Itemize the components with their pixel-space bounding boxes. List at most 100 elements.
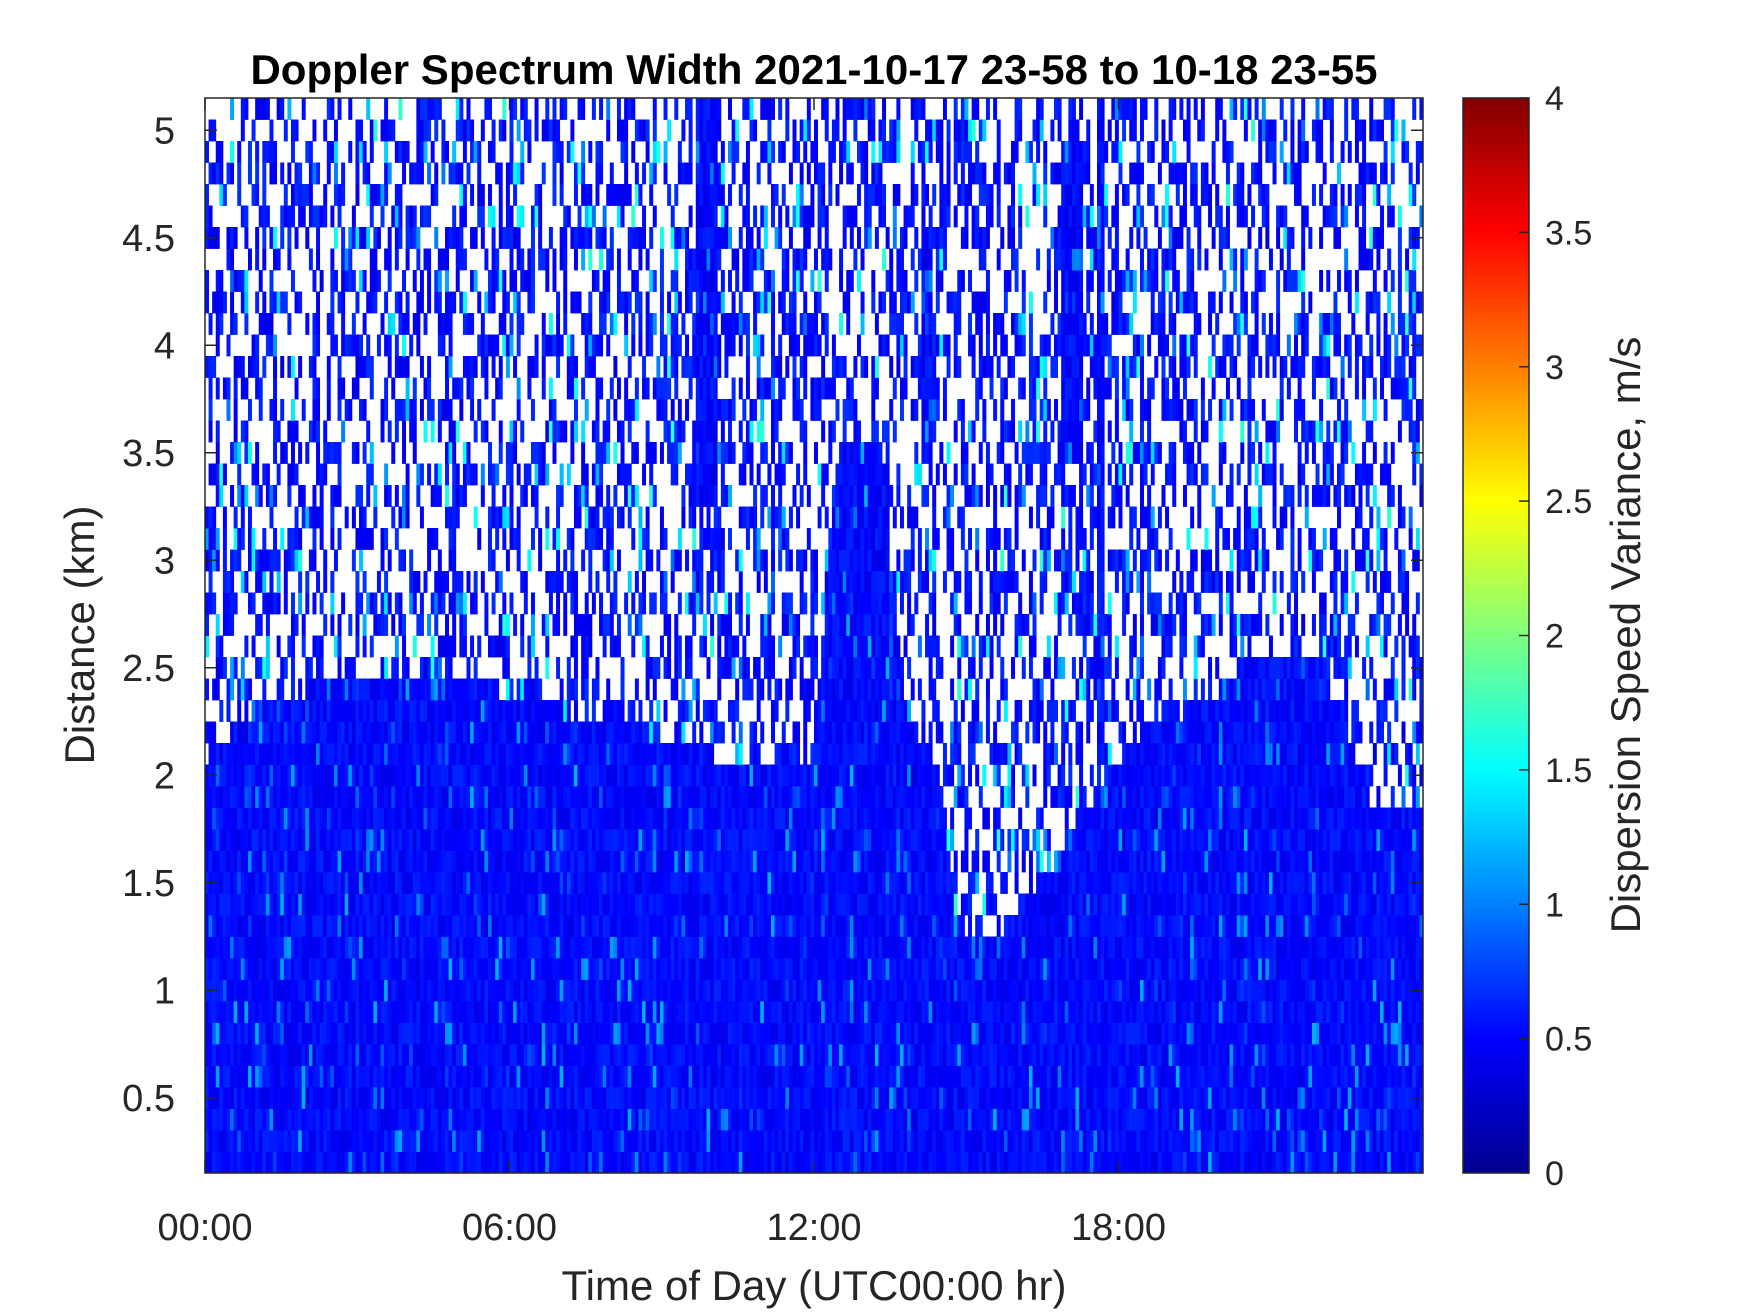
heatmap-cell — [265, 657, 270, 679]
heatmap-cell — [667, 356, 672, 378]
heatmap-cell — [394, 291, 399, 314]
heatmap-cell — [330, 1044, 335, 1066]
heatmap-cell — [642, 528, 647, 550]
heatmap-cell — [287, 743, 292, 765]
heatmap-cell — [674, 463, 679, 486]
heatmap-cell — [473, 764, 478, 787]
heatmap-cell — [713, 872, 718, 894]
heatmap-cell — [656, 764, 661, 787]
heatmap-cell — [573, 1151, 578, 1173]
heatmap-cell — [513, 829, 518, 851]
heatmap-cell — [674, 614, 679, 636]
heatmap-cell — [548, 764, 553, 787]
heatmap-cell — [230, 1130, 235, 1152]
heatmap-cell — [240, 1065, 245, 1088]
heatmap-cell — [588, 979, 593, 1002]
heatmap-cell — [509, 313, 514, 335]
heatmap-cell — [606, 291, 611, 314]
heatmap-cell — [577, 1151, 582, 1173]
heatmap-cell — [423, 721, 428, 744]
heatmap-cell — [273, 958, 278, 980]
heatmap-cell — [459, 872, 464, 894]
heatmap-cell — [462, 205, 467, 228]
heatmap-cell — [513, 807, 518, 830]
heatmap-cell — [445, 678, 449, 701]
heatmap-cell — [240, 571, 245, 593]
heatmap-cell — [470, 141, 475, 163]
heatmap-cell — [523, 270, 528, 292]
heatmap-cell — [348, 678, 353, 701]
heatmap-cell — [294, 291, 299, 314]
heatmap-cell — [495, 1044, 500, 1066]
heatmap-cell — [602, 635, 607, 658]
heatmap-cell — [573, 786, 578, 808]
heatmap-cell — [366, 1108, 371, 1131]
heatmap-cell — [215, 1130, 220, 1152]
heatmap-cell — [677, 1044, 682, 1066]
heatmap-cell — [341, 1022, 346, 1045]
heatmap-cell — [287, 1087, 292, 1109]
heatmap-cell — [656, 721, 661, 744]
heatmap-cell — [405, 936, 410, 959]
heatmap-cell — [556, 1044, 561, 1066]
heatmap-cell — [301, 1065, 306, 1088]
heatmap-cell — [437, 1022, 442, 1045]
heatmap-cell — [573, 506, 578, 529]
heatmap-cell — [423, 119, 428, 142]
heatmap-cell — [606, 1151, 611, 1173]
heatmap-cell — [652, 807, 657, 830]
heatmap-cell — [695, 915, 700, 937]
heatmap-cell — [387, 227, 392, 249]
heatmap-cell — [588, 571, 593, 593]
heatmap-cell — [219, 915, 224, 937]
heatmap-cell — [588, 1130, 593, 1152]
heatmap-cell — [602, 807, 607, 830]
heatmap-cell — [380, 807, 385, 830]
heatmap-cell — [620, 1044, 625, 1066]
heatmap-cell — [219, 1001, 224, 1023]
heatmap-cell — [251, 184, 256, 206]
heatmap-cell — [559, 958, 564, 980]
heatmap-cell — [366, 872, 371, 894]
heatmap-cell — [240, 119, 245, 142]
heatmap-cell — [606, 958, 611, 980]
heatmap-cell — [663, 1001, 668, 1023]
heatmap-cell — [498, 829, 503, 851]
heatmap-cell — [273, 399, 278, 421]
heatmap-cell — [556, 893, 561, 916]
heatmap-cell — [205, 141, 209, 163]
heatmap-cell — [692, 829, 697, 851]
heatmap-cell — [584, 592, 589, 615]
heatmap-cell — [462, 1044, 467, 1066]
heatmap-cell — [362, 678, 367, 701]
heatmap-cell — [548, 420, 553, 443]
heatmap-cell — [384, 162, 389, 185]
heatmap-cell — [244, 205, 249, 228]
heatmap-cell — [298, 1087, 303, 1109]
heatmap-cell — [384, 743, 389, 765]
heatmap-cell — [677, 1022, 682, 1045]
heatmap-cell — [319, 786, 324, 808]
heatmap-cell — [255, 485, 260, 507]
heatmap-cell — [677, 141, 682, 163]
heatmap-cell — [710, 1087, 715, 1109]
heatmap-cell — [541, 764, 546, 787]
heatmap-cell — [333, 786, 338, 808]
heatmap-cell — [308, 141, 313, 163]
heatmap-cell — [656, 1151, 661, 1173]
heatmap-cell — [466, 442, 471, 464]
heatmap-cell — [695, 571, 700, 593]
heatmap-cell — [419, 162, 424, 185]
heatmap-cell — [448, 420, 453, 443]
heatmap-cell — [667, 420, 672, 443]
heatmap-cell — [244, 227, 249, 249]
heatmap-cell — [599, 377, 604, 400]
heatmap-cell — [222, 506, 227, 529]
heatmap-cell — [681, 506, 686, 529]
heatmap-cell — [702, 1001, 707, 1023]
heatmap-cell — [570, 1087, 575, 1109]
heatmap-cell — [280, 1022, 285, 1045]
heatmap-cell — [427, 829, 432, 851]
heatmap-cell — [448, 872, 453, 894]
heatmap-cell — [541, 1130, 546, 1152]
